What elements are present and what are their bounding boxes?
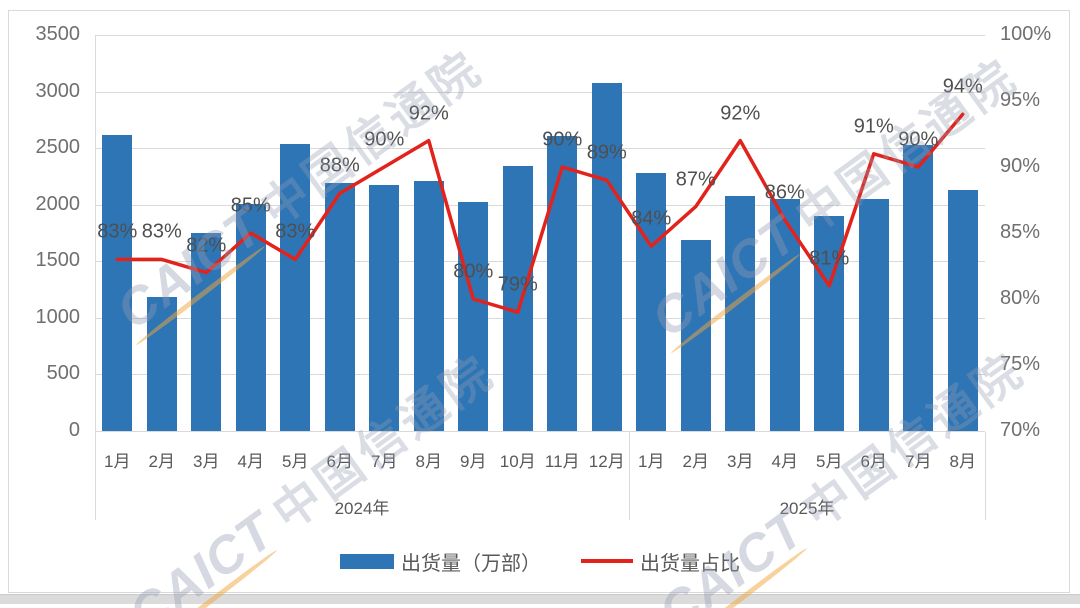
line-data-label: 90% bbox=[364, 128, 405, 151]
x-axis-month-label: 3月 bbox=[727, 452, 754, 471]
gridline bbox=[95, 148, 985, 150]
line-data-label: 83% bbox=[275, 220, 316, 243]
line-data-label: 82% bbox=[186, 234, 227, 257]
legend-bar-item: 出货量（万部） bbox=[340, 547, 541, 576]
legend-bar-swatch bbox=[340, 553, 394, 569]
x-axis-year-label: 2024年 bbox=[334, 499, 390, 518]
line-data-label: 80% bbox=[453, 260, 494, 283]
y-axis-left-tick: 500 bbox=[46, 362, 80, 385]
line-data-label: 94% bbox=[942, 75, 983, 98]
legend: 出货量（万部） 出货量占比 bbox=[0, 547, 1080, 576]
bar-2024年6月 bbox=[324, 183, 355, 431]
y-axis-left-tick: 3000 bbox=[35, 79, 81, 102]
bar-2025年3月 bbox=[725, 195, 756, 431]
gridline bbox=[95, 35, 985, 36]
x-axis-month-label: 4月 bbox=[771, 452, 798, 471]
legend-line-label: 出货量占比 bbox=[640, 552, 740, 575]
gridline bbox=[95, 204, 985, 206]
legend-bar-label: 出货量（万部） bbox=[401, 552, 541, 575]
bar-2025年2月 bbox=[680, 239, 711, 431]
y-axis-left-tick: 2500 bbox=[35, 136, 81, 159]
x-axis-month-label: 3月 bbox=[193, 452, 220, 471]
x-axis-month-label: 4月 bbox=[237, 452, 264, 471]
y-axis-left-tick: 1000 bbox=[35, 305, 81, 328]
bar-2024年8月 bbox=[413, 180, 444, 431]
x-axis-month-label: 10月 bbox=[499, 452, 536, 471]
x-axis-group-separator bbox=[629, 432, 630, 520]
y-axis-right-tick: 95% bbox=[1000, 89, 1041, 111]
legend-line-item: 出货量占比 bbox=[581, 547, 740, 576]
x-axis-year-label: 2025年 bbox=[779, 499, 835, 518]
y-axis-left-tick: 0 bbox=[68, 419, 80, 441]
bar-2025年6月 bbox=[858, 199, 889, 431]
line-data-label: 88% bbox=[319, 154, 360, 177]
line-data-label: 85% bbox=[230, 194, 271, 217]
line-data-label: 89% bbox=[586, 141, 627, 164]
y-axis-right-tick: 100% bbox=[1000, 23, 1052, 45]
bar-2024年9月 bbox=[458, 202, 489, 431]
y-axis-right-tick: 90% bbox=[1000, 155, 1041, 177]
line-data-label: 90% bbox=[542, 128, 583, 151]
gridline bbox=[95, 431, 985, 432]
x-axis-month-label: 5月 bbox=[282, 452, 309, 471]
line-data-label: 83% bbox=[97, 220, 138, 243]
y-axis-right-tick: 70% bbox=[1000, 419, 1041, 441]
x-axis-month-label: 8月 bbox=[415, 452, 442, 471]
gridline bbox=[95, 91, 985, 93]
x-axis-month-label: 5月 bbox=[816, 452, 843, 471]
y-axis-right-tick: 80% bbox=[1000, 287, 1041, 309]
x-axis-month-label: 11月 bbox=[544, 452, 580, 471]
bar-2024年12月 bbox=[591, 82, 622, 431]
x-axis-month-label: 9月 bbox=[460, 452, 487, 471]
x-axis-month-label: 2月 bbox=[148, 452, 175, 471]
bottom-edge-strip bbox=[0, 594, 1080, 604]
line-data-label: 92% bbox=[408, 102, 449, 125]
x-axis-month-label: 1月 bbox=[104, 452, 131, 471]
line-data-label: 81% bbox=[809, 247, 850, 270]
chart-panel-border bbox=[8, 10, 1070, 593]
bar-2025年7月 bbox=[903, 144, 934, 431]
x-axis-month-label: 6月 bbox=[326, 452, 353, 471]
y-axis-left-tick: 2000 bbox=[35, 192, 81, 215]
y-axis-right-tick: 75% bbox=[1000, 353, 1041, 375]
line-data-label: 86% bbox=[764, 181, 805, 204]
x-axis-month-label: 7月 bbox=[905, 452, 932, 471]
gridline bbox=[95, 374, 985, 376]
line-data-label: 87% bbox=[675, 168, 716, 191]
x-axis-month-label: 6月 bbox=[860, 452, 887, 471]
line-data-label: 79% bbox=[497, 273, 538, 296]
x-axis-group-separator bbox=[985, 432, 986, 520]
line-data-label: 83% bbox=[141, 220, 182, 243]
bar-2024年11月 bbox=[547, 135, 578, 431]
bar-2025年8月 bbox=[947, 190, 978, 431]
line-data-label: 91% bbox=[853, 115, 894, 138]
bar-2024年1月 bbox=[102, 134, 133, 431]
bar-2024年7月 bbox=[369, 185, 400, 431]
line-data-label: 92% bbox=[720, 102, 761, 125]
bar-2024年2月 bbox=[146, 297, 177, 431]
bar-2025年1月 bbox=[636, 173, 667, 431]
line-data-label: 84% bbox=[631, 207, 672, 230]
y-axis-right-tick: 85% bbox=[1000, 221, 1041, 243]
line-data-label: 90% bbox=[898, 128, 939, 151]
gridline bbox=[95, 261, 985, 263]
bar-2024年10月 bbox=[502, 166, 533, 431]
y-axis-left-tick: 3500 bbox=[35, 23, 81, 45]
bar-2024年5月 bbox=[280, 143, 311, 431]
y-axis-line bbox=[95, 35, 96, 520]
x-axis-month-label: 8月 bbox=[949, 452, 976, 471]
legend-line-swatch bbox=[581, 559, 633, 563]
x-axis-month-label: 1月 bbox=[638, 452, 665, 471]
x-axis-month-label: 2月 bbox=[682, 452, 709, 471]
x-axis-month-label: 7月 bbox=[371, 452, 398, 471]
x-axis-month-label: 12月 bbox=[588, 452, 625, 471]
y-axis-left-tick: 1500 bbox=[35, 249, 81, 272]
shipment-share-line bbox=[115, 112, 965, 314]
gridline bbox=[95, 317, 985, 319]
